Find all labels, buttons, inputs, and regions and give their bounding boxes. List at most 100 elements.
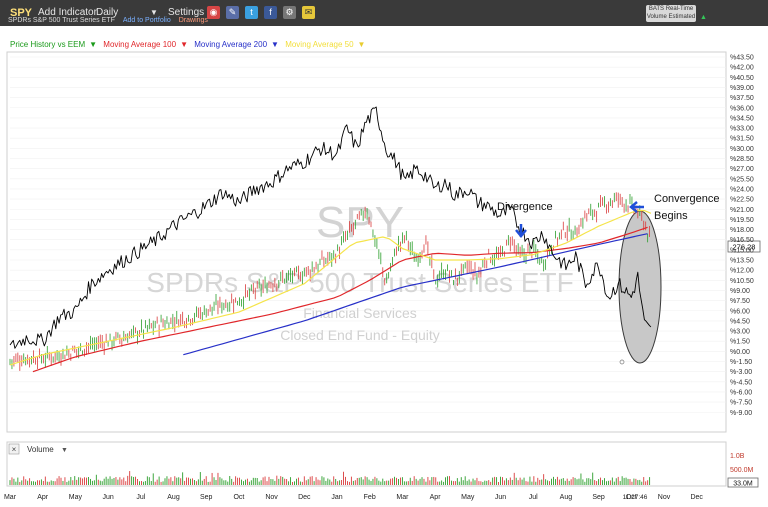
convergence-ellipse <box>618 210 662 364</box>
x-tick-label: Oct <box>626 494 637 501</box>
y-tick-label: %-4.50 <box>730 379 752 386</box>
drawings-link[interactable]: Drawings <box>178 17 208 24</box>
legend-price-history[interactable]: Price History vs EEM <box>10 40 86 49</box>
y-tick-label: %21.00 <box>730 207 754 214</box>
x-tick-label: May <box>69 494 83 501</box>
y-tick-label: %-1.50 <box>730 359 752 366</box>
y-tick-label: %36.00 <box>730 105 754 112</box>
y-tick-label: %34.50 <box>730 115 754 122</box>
moving-average-200-line <box>183 233 648 356</box>
volume-frame <box>6 441 727 487</box>
interval-select[interactable]: Daily <box>96 7 119 18</box>
x-tick-label: Mar <box>4 494 17 501</box>
x-tick-label: Mar <box>396 494 409 501</box>
price-history-line <box>9 106 652 349</box>
convergence-arrow-icon <box>629 201 644 213</box>
x-tick-label: Aug <box>167 494 180 501</box>
x-tick-label: Apr <box>37 494 49 501</box>
y-tick-label: %13.50 <box>730 258 754 265</box>
x-tick-label: Aug <box>560 494 573 501</box>
y-tick-label: %6.00 <box>730 308 750 315</box>
y-axis: %43.50 %42.00 %40.50 %39.00 %37.50 %36.00 %34.… <box>730 55 754 417</box>
y-tick-label: %19.50 <box>730 217 754 224</box>
legend-ma50[interactable]: Moving Average 50 <box>285 40 354 49</box>
y-tick-label: %42.00 <box>730 65 754 72</box>
time-label: 11:27:46 <box>623 494 648 501</box>
volume-label: Volume <box>27 445 54 454</box>
volume-scale-1: 1.0B <box>730 453 745 460</box>
y-tick-label: %22.50 <box>730 197 754 204</box>
add-to-portfolio-link[interactable]: Add to Portfolio <box>122 17 171 24</box>
x-tick-label: Sep <box>592 494 605 501</box>
y-tick-label: %24.00 <box>730 186 754 193</box>
price-badge: 276.28 <box>733 243 756 252</box>
marker-circle <box>619 359 625 365</box>
x-tick-label: Jul <box>529 494 538 501</box>
y-tick-label: %9.00 <box>730 288 750 295</box>
x-tick-label: Jun <box>495 494 506 501</box>
facebook-icon[interactable]: f <box>264 6 277 19</box>
y-tick-label: %27.00 <box>730 166 754 173</box>
y-tick-label: %25.50 <box>730 176 754 183</box>
chevron-down-icon[interactable]: ▼ <box>61 447 68 454</box>
chevron-down-icon[interactable]: ▼ <box>180 40 188 49</box>
y-tick-label: %3.00 <box>730 329 750 336</box>
y-tick-label: %37.50 <box>730 95 754 102</box>
legend-ma100[interactable]: Moving Average 100 <box>103 40 177 49</box>
chevron-down-icon[interactable]: ▼ <box>271 40 279 49</box>
y-tick-label: %15.00 <box>730 247 754 254</box>
divergence-arrow-icon <box>515 224 527 238</box>
fund-name: SPDRs S&P 500 Trust Series ETF <box>8 17 115 24</box>
y-tick-label: %31.50 <box>730 136 754 143</box>
y-tick-label: %10.50 <box>730 278 754 285</box>
x-tick-label: Nov <box>265 494 278 501</box>
watermark-name: SPDRs S&P 500 Trust Series ETF <box>146 267 573 298</box>
price-up-indicator: ▲ <box>700 14 707 21</box>
chevron-down-icon[interactable]: ▼ <box>357 40 366 49</box>
volume-bars <box>9 471 651 485</box>
alarm-icon[interactable]: ◉ <box>207 6 220 19</box>
watermark-fund-type: Closed End Fund - Equity <box>280 327 440 343</box>
symbol-label[interactable]: SPY <box>10 7 33 19</box>
convergence-label-1: Convergence <box>654 193 719 205</box>
x-tick-label: Jul <box>136 494 145 501</box>
y-tick-label: %39.00 <box>730 85 754 92</box>
convergence-label-2: Begins <box>654 210 688 222</box>
volume-current: 33.0M <box>733 481 753 488</box>
x-axis: Mar Apr May Jun Jul Aug Sep Oct Nov Dec Jan Feb Mar A… <box>4 494 703 501</box>
x-tick-label: Dec <box>298 494 311 501</box>
add-indicator-button[interactable]: Add Indicator <box>38 7 97 18</box>
chevron-down-icon[interactable]: ▼ <box>150 8 158 17</box>
y-tick-label: %33.00 <box>730 126 754 133</box>
chevron-down-icon[interactable]: ▼ <box>89 40 98 49</box>
y-tick-label: %12.00 <box>730 268 754 275</box>
toolbar: SPY Add Indicator Daily ▼ Settings ◉ ✎ t… <box>0 0 768 26</box>
gear-icon[interactable]: ⚙ <box>283 6 296 19</box>
close-x-glyph: × <box>12 445 17 454</box>
twitter-icon[interactable]: t <box>245 6 258 19</box>
legend-ma200[interactable]: Moving Average 200 <box>194 40 268 49</box>
y-tick-label: %28.50 <box>730 156 754 163</box>
close-icon[interactable] <box>8 443 20 455</box>
settings-button[interactable]: Settings <box>168 7 205 18</box>
y-tick-label: %18.00 <box>730 227 754 234</box>
plot-frame <box>6 51 727 433</box>
volume-scale-2: 500.0M <box>730 467 754 474</box>
x-tick-label: Feb <box>364 494 376 501</box>
volume-current-box <box>727 477 759 488</box>
divergence-label: Divergence <box>497 201 553 213</box>
share-icon[interactable]: ✎ <box>226 6 239 19</box>
x-tick-label: Oct <box>233 494 244 501</box>
moving-average-50-line <box>9 209 652 366</box>
y-tick-label: %1.50 <box>730 339 750 346</box>
y-tick-label: %7.50 <box>730 298 750 305</box>
bats-badge: BATS Real-Time Volume Estimated <box>646 5 696 22</box>
y-tick-label: %30.00 <box>730 146 754 153</box>
x-tick-label: May <box>461 494 475 501</box>
grid <box>10 56 726 413</box>
y-tick-label: %40.50 <box>730 75 754 82</box>
price-badge-box <box>727 240 761 253</box>
y-tick-label: %16.50 <box>730 237 754 244</box>
note-icon[interactable]: ✉ <box>302 6 315 19</box>
bats-line-2: Volume Estimated <box>646 14 696 20</box>
